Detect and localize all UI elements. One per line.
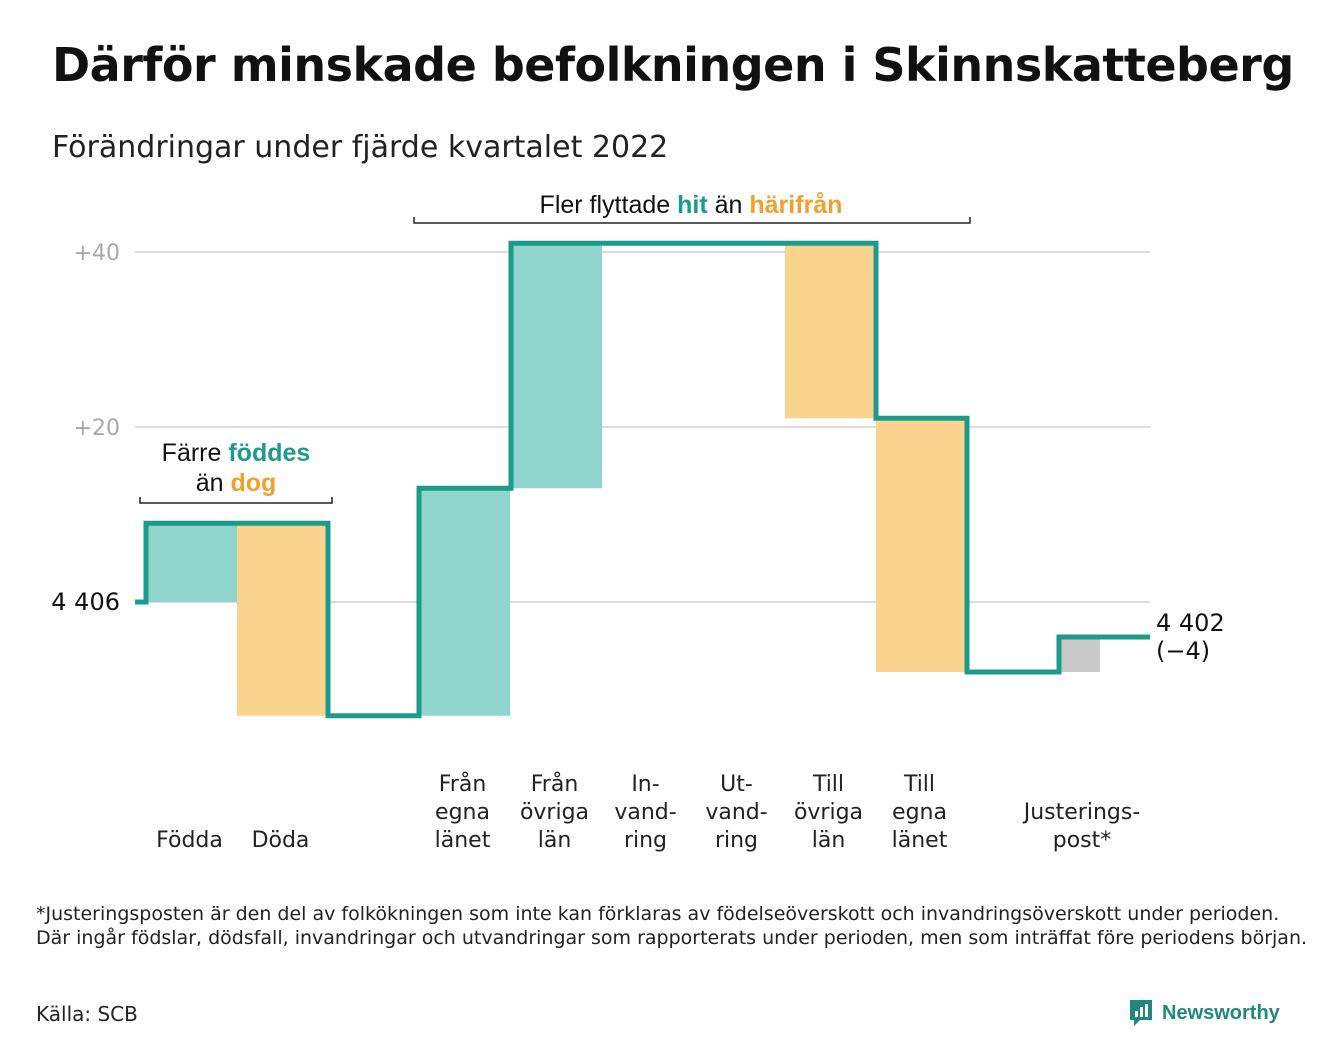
source-text: Källa: SCB [36, 1002, 138, 1026]
waterfall-step-line [135, 240, 1150, 719]
annotation-text: än dog [196, 469, 277, 497]
annotation-span: dog [230, 469, 276, 497]
start-value-label: 4 406 [51, 588, 120, 616]
category-label: län [812, 828, 846, 853]
category-label: egna [892, 800, 947, 825]
category-label: övriga [520, 800, 589, 825]
category-label: ring [715, 828, 758, 853]
chart-title: Därför minskade befolkningen i Skinnskat… [52, 38, 1294, 92]
category-label: Födda [156, 828, 223, 853]
brand-logo: Newsworthy [1128, 998, 1280, 1028]
newsworthy-logo-icon [1130, 1000, 1152, 1026]
annotation-bracket [413, 217, 971, 224]
category-label: ring [624, 828, 667, 853]
category-label: län [538, 828, 572, 853]
waterfall-bar [146, 523, 237, 602]
category-label: länet [435, 828, 491, 853]
category-label: vand- [614, 800, 676, 825]
annotation-span: än [196, 469, 231, 497]
waterfall-bar [1059, 637, 1100, 672]
annotation-span: än [708, 191, 750, 219]
waterfall-bar [237, 523, 328, 716]
waterfall-chart: +20 +40 4 406 4 402(−4) Födda Döda Från egna lä… [51, 191, 1225, 853]
annotation-span: Fler flyttade [540, 191, 678, 219]
annotation-text: Färre föddes [162, 439, 311, 467]
waterfall-bar [511, 243, 602, 489]
waterfall-bar [419, 488, 510, 716]
category-label: Justerings- [1022, 800, 1141, 825]
category-label: egna [435, 800, 490, 825]
category-label: länet [892, 828, 948, 853]
brand-name: Newsworthy [1162, 1001, 1280, 1024]
category-label: övriga [794, 800, 863, 825]
category-label: Döda [252, 828, 310, 853]
annotation-bracket [139, 497, 333, 504]
category-label: Ut- [720, 772, 753, 797]
category-label: In- [631, 772, 659, 797]
waterfall-bar [876, 418, 967, 672]
category-label: Till [812, 772, 844, 797]
annotation-span: Färre [162, 439, 229, 467]
footnote: *Justeringsposten är den del av folkökni… [36, 903, 1308, 949]
category-label: Från [531, 771, 579, 797]
y-tick-label: +40 [74, 241, 120, 266]
chart-subtitle: Förändringar under fjärde kvartalet 2022 [52, 130, 669, 165]
annotation-text: Fler flyttade hit än härifrån [540, 191, 843, 219]
end-change-label: (−4) [1156, 637, 1210, 665]
y-tick-label: +20 [74, 416, 120, 441]
annotation-span: föddes [228, 439, 310, 467]
waterfall-bar [785, 243, 876, 419]
end-value-label: 4 402 [1156, 609, 1225, 637]
annotation-span: härifrån [749, 191, 842, 219]
category-label: Från [439, 771, 487, 797]
category-label: post* [1053, 828, 1112, 853]
category-label: Till [903, 772, 935, 797]
annotation-span: hit [677, 191, 708, 219]
category-label: vand- [705, 800, 767, 825]
